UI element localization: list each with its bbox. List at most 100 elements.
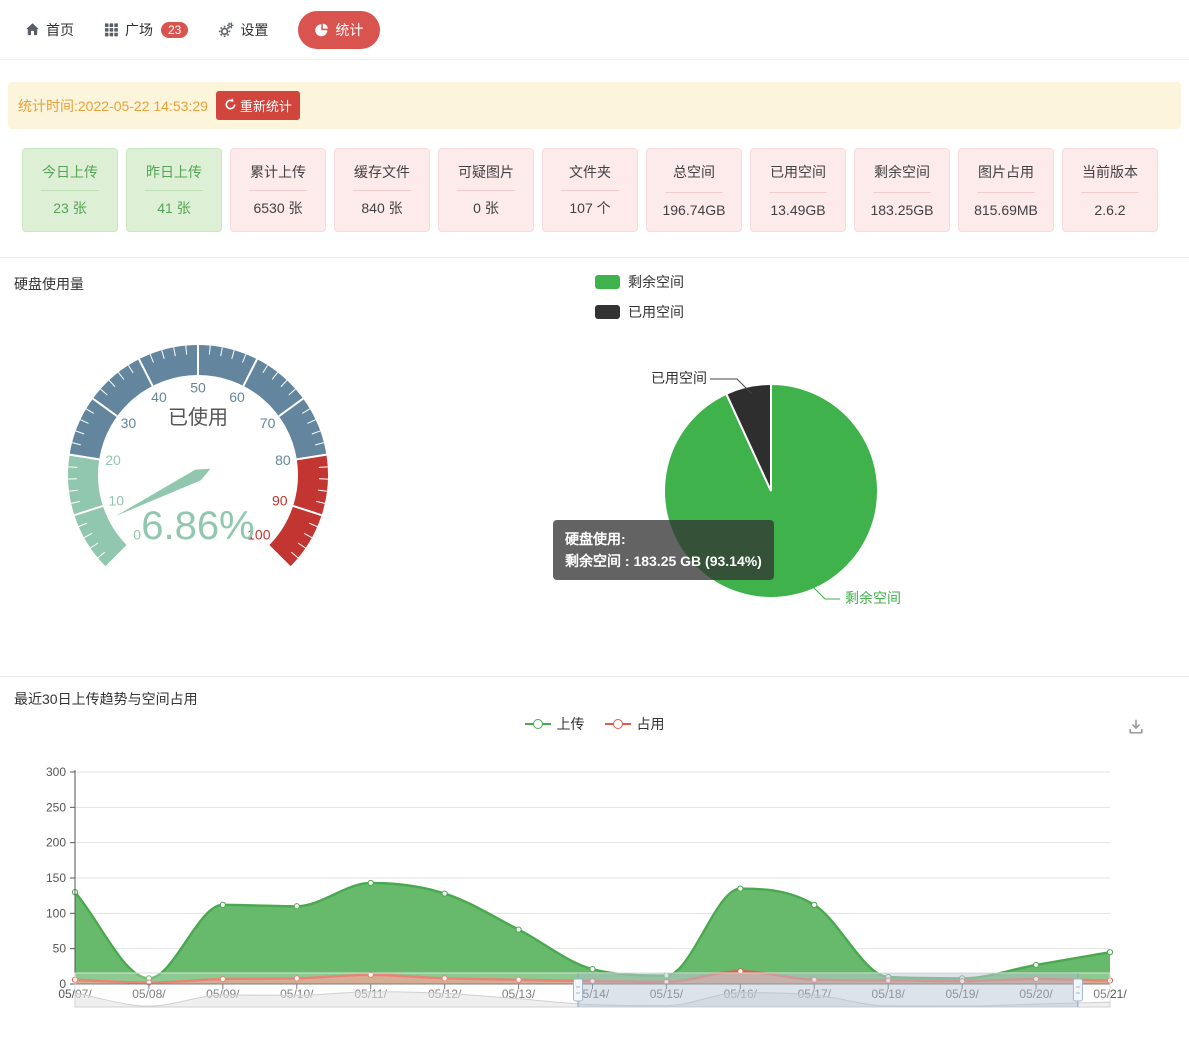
svg-text:40: 40 bbox=[151, 389, 167, 405]
recount-button[interactable]: 重新统计 bbox=[215, 91, 300, 120]
gauge-needle bbox=[115, 468, 211, 517]
stats-time-text: 统计时间:2022-05-22 14:53:29 bbox=[18, 97, 208, 114]
svg-text:05/20/: 05/20/ bbox=[1019, 987, 1053, 1001]
nav-item-label: 首页 bbox=[46, 21, 74, 38]
datazoom-window[interactable] bbox=[578, 973, 1078, 1007]
stat-card: 今日上传 23 张 bbox=[22, 148, 118, 232]
stat-card: 文件夹 107 个 bbox=[542, 148, 638, 232]
pie-legend: 剩余空间 已用空间 bbox=[595, 272, 684, 322]
stat-card-title: 图片占用 bbox=[978, 164, 1034, 180]
stat-card: 剩余空间 183.25GB bbox=[854, 148, 950, 232]
stat-card-value: 6530 张 bbox=[253, 200, 303, 216]
svg-text:10: 10 bbox=[108, 492, 124, 508]
pie-callout-free: 剩余空间 bbox=[845, 590, 901, 606]
trend-section-title: 最近30日上传趋势与空间占用 bbox=[14, 691, 198, 707]
svg-text:250: 250 bbox=[46, 800, 66, 814]
stat-card: 缓存文件 840 张 bbox=[334, 148, 430, 232]
svg-text:200: 200 bbox=[46, 836, 66, 850]
svg-text:20: 20 bbox=[105, 452, 121, 468]
home-icon bbox=[25, 22, 40, 37]
svg-text:80: 80 bbox=[275, 452, 291, 468]
stat-card-value: 815.69MB bbox=[974, 202, 1038, 218]
datazoom-slider[interactable] bbox=[74, 972, 1111, 1008]
svg-text:05/14/: 05/14/ bbox=[576, 987, 610, 1001]
legend-label: 剩余空间 bbox=[628, 274, 684, 290]
legend-swatch bbox=[595, 275, 620, 289]
legend-label: 占用 bbox=[636, 716, 665, 732]
stat-card-title: 已用空间 bbox=[770, 164, 826, 180]
svg-text:50: 50 bbox=[53, 942, 67, 956]
stat-card-title: 累计上传 bbox=[250, 164, 306, 180]
stat-card-title: 剩余空间 bbox=[874, 164, 930, 180]
download-image-button[interactable] bbox=[1126, 717, 1146, 742]
datazoom-handle-left[interactable] bbox=[573, 978, 584, 1002]
stat-card-title: 昨日上传 bbox=[146, 164, 202, 180]
nav-item-plaza[interactable]: 广场 23 bbox=[104, 20, 189, 40]
stat-card: 总空间 196.74GB bbox=[646, 148, 742, 232]
nav-item-label: 统计 bbox=[335, 21, 364, 38]
legend-item[interactable]: 已用空间 bbox=[595, 302, 684, 322]
legend-item[interactable]: 剩余空间 bbox=[595, 272, 684, 292]
svg-text:0: 0 bbox=[59, 977, 66, 991]
legend-line-marker bbox=[524, 719, 551, 729]
stat-card-value: 840 张 bbox=[361, 200, 403, 216]
trend-chart: 05010015020025030005/07/05/08/05/09/05/1… bbox=[46, 765, 1127, 1001]
nav-item-settings[interactable]: 设置 bbox=[218, 20, 268, 40]
svg-text:05/08/: 05/08/ bbox=[132, 987, 166, 1001]
svg-text:100: 100 bbox=[46, 906, 66, 920]
legend-item[interactable]: 上传 bbox=[524, 714, 585, 734]
stat-card-title: 缓存文件 bbox=[354, 164, 410, 180]
stat-card-value: 2.6.2 bbox=[1094, 202, 1126, 218]
stat-card-title: 当前版本 bbox=[1082, 164, 1138, 180]
stat-card: 可疑图片 0 张 bbox=[438, 148, 534, 232]
svg-text:300: 300 bbox=[46, 765, 66, 779]
svg-text:90: 90 bbox=[272, 492, 288, 508]
disk-usage-section: 硬盘使用量 剩余空间 已用空间 0 10 20 30 40 50 60 70 80 90 100 已使用… bbox=[0, 257, 1189, 677]
stat-card-title: 总空间 bbox=[673, 164, 715, 180]
refresh-icon bbox=[224, 97, 237, 114]
stat-card: 累计上传 6530 张 bbox=[230, 148, 326, 232]
pie-slice-已用空间[interactable] bbox=[724, 382, 772, 492]
legend-swatch bbox=[595, 305, 620, 319]
stat-card: 当前版本 2.6.2 bbox=[1062, 148, 1158, 232]
pie-callout-used: 已用空间 bbox=[651, 370, 707, 386]
svg-text:0: 0 bbox=[133, 527, 141, 543]
legend-item[interactable]: 占用 bbox=[604, 714, 665, 734]
plaza-count-badge: 23 bbox=[161, 21, 189, 38]
stat-card: 图片占用 815.69MB bbox=[958, 148, 1054, 232]
stat-cards-row: 今日上传 23 张 昨日上传 41 张 累计上传 6530 张 缓存文件 840 张 可疑图片 0… bbox=[22, 148, 1158, 232]
datazoom-handle-right[interactable] bbox=[1072, 978, 1083, 1002]
legend-label: 已用空间 bbox=[628, 304, 684, 320]
pie-icon bbox=[315, 23, 329, 37]
nav-item-stats[interactable]: 统计 bbox=[298, 10, 381, 49]
download-icon bbox=[1129, 719, 1143, 734]
svg-text:05/19/: 05/19/ bbox=[945, 987, 979, 1001]
svg-text:100: 100 bbox=[247, 527, 271, 543]
stat-card-value: 183.25GB bbox=[870, 202, 934, 218]
svg-text:05/13/: 05/13/ bbox=[502, 987, 536, 1001]
stat-card: 已用空间 13.49GB bbox=[750, 148, 846, 232]
stat-card-value: 23 张 bbox=[53, 200, 87, 216]
svg-text:50: 50 bbox=[190, 380, 206, 396]
stat-card-value: 0 张 bbox=[473, 200, 499, 216]
stat-card-title: 可疑图片 bbox=[458, 164, 514, 180]
svg-text:05/18/: 05/18/ bbox=[872, 987, 906, 1001]
gauge-chart: 0 10 20 30 40 50 60 70 80 90 100 已使用 6.86% bbox=[68, 345, 328, 568]
stat-card-value: 41 张 bbox=[157, 200, 191, 216]
nav-item-home[interactable]: 首页 bbox=[25, 20, 74, 40]
gears-icon bbox=[218, 21, 234, 38]
trend-chart-canvas: 05010015020025030005/07/05/08/05/09/05/1… bbox=[46, 765, 1127, 1008]
stat-card: 昨日上传 41 张 bbox=[126, 148, 222, 232]
stat-card-value: 196.74GB bbox=[662, 202, 726, 218]
gauge-name-label: 已使用 bbox=[168, 406, 228, 429]
trend-legend: 上传 占用 bbox=[524, 714, 665, 734]
datazoom-data-shadow bbox=[74, 991, 1111, 1008]
disk-section-title: 硬盘使用量 bbox=[14, 276, 84, 292]
stat-card-title: 今日上传 bbox=[42, 164, 98, 180]
legend-label: 上传 bbox=[556, 716, 585, 732]
nav-item-label: 设置 bbox=[240, 21, 269, 38]
svg-text:60: 60 bbox=[229, 389, 245, 405]
stat-card-value: 13.49GB bbox=[770, 202, 826, 218]
